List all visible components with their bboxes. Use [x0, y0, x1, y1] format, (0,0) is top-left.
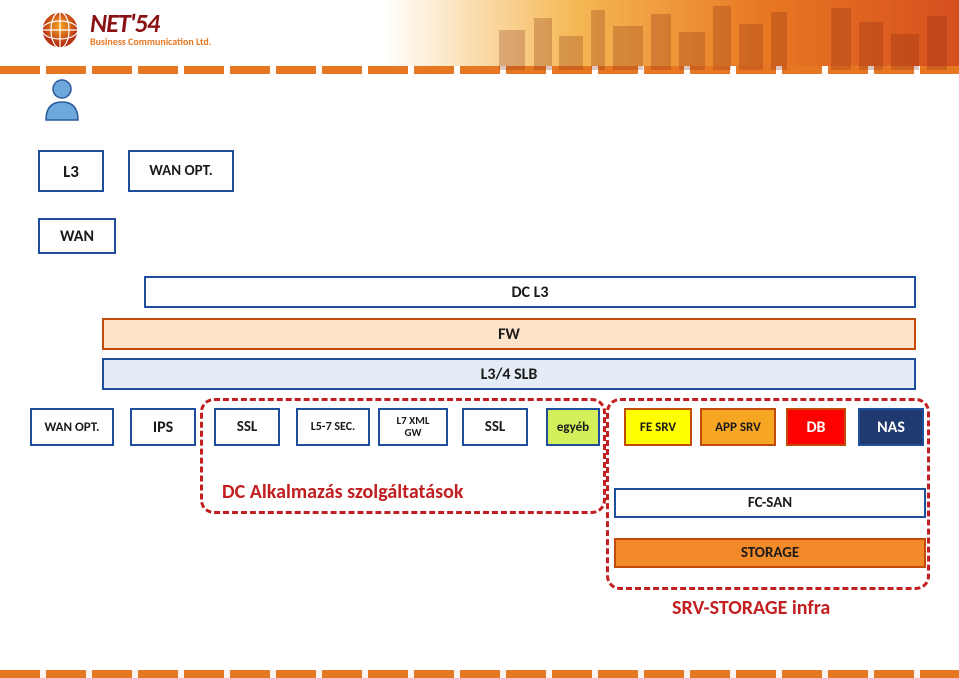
box-wanopt: WAN OPT. — [128, 150, 234, 192]
box-dcl3: DC L3 — [144, 276, 916, 308]
box-egyeb: egyéb — [546, 408, 600, 446]
globe-icon — [38, 8, 82, 52]
box-nas: NAS — [858, 408, 924, 446]
box-appsrv: APP SRV — [700, 408, 776, 446]
box-wanopt2: WAN OPT. — [30, 408, 114, 446]
logo-brand: NET'54 — [90, 12, 211, 34]
box-fcsan: FC-SAN — [614, 488, 926, 518]
logo-subtitle: Business Communication Ltd. — [90, 35, 211, 48]
skyline-graphic — [479, 0, 959, 70]
box-l7xml: L7 XMLGW — [378, 408, 448, 446]
box-fesrv: FE SRV — [624, 408, 692, 446]
box-fw: FW — [102, 318, 916, 350]
person-icon — [42, 78, 82, 122]
box-l3: L3 — [38, 150, 104, 192]
caption-srv: SRV-STORAGE infra — [672, 596, 830, 620]
header-banner: NET'54 Business Communication Ltd. — [0, 0, 959, 70]
box-db: DB — [786, 408, 846, 446]
box-ssl2: SSL — [462, 408, 528, 446]
box-slb: L3/4 SLB — [102, 358, 916, 390]
box-wan: WAN — [38, 218, 116, 254]
caption-apps: DC Alkalmazás szolgáltatások — [222, 480, 464, 504]
box-ssl1: SSL — [214, 408, 280, 446]
logo: NET'54 Business Communication Ltd. — [38, 8, 211, 52]
footer-stripe — [0, 670, 959, 678]
box-l57: L5-7 SEC. — [296, 408, 370, 446]
box-ips: IPS — [130, 408, 196, 446]
box-storage: STORAGE — [614, 538, 926, 568]
